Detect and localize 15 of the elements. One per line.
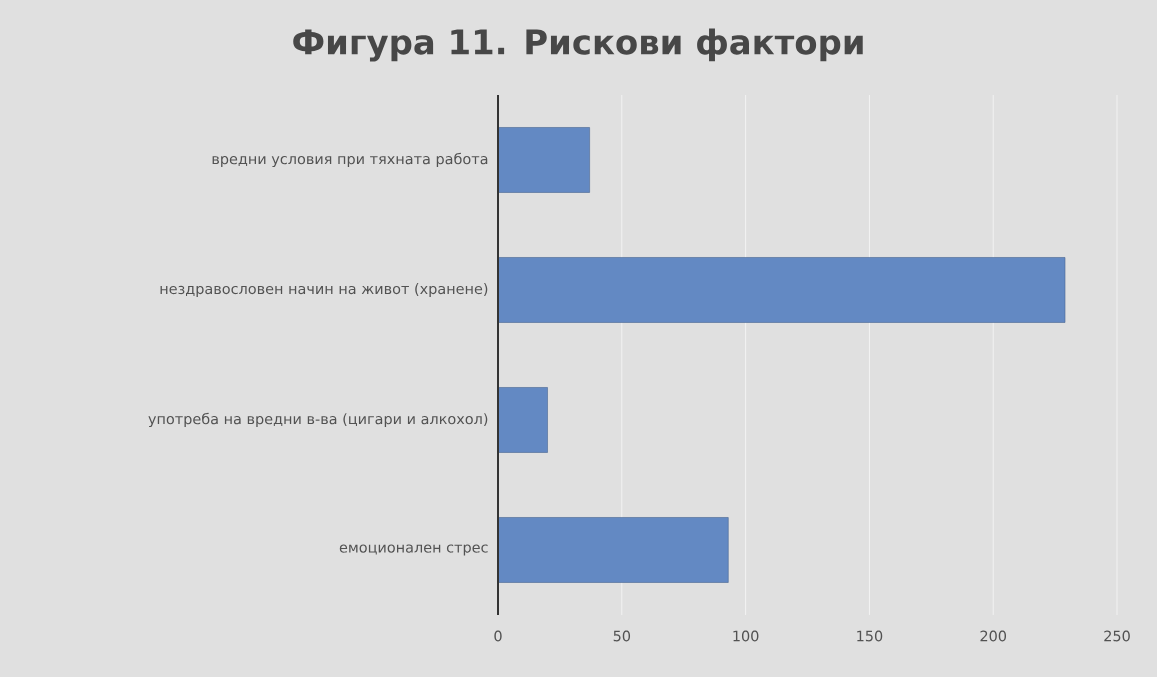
y-tick-label: вредни условия при тяхната работа xyxy=(212,152,488,168)
bar xyxy=(497,127,590,193)
x-tick-label: 50 xyxy=(613,630,631,642)
y-tick-label: нездравословен начин на живот (хранене) xyxy=(160,283,488,297)
y-tick-label: емоционален стрес xyxy=(339,544,488,556)
x-tick-label: 0 xyxy=(494,630,502,642)
bar xyxy=(497,517,729,583)
bar xyxy=(497,257,1066,323)
bar xyxy=(497,387,548,453)
chart-title: Фигура 11. Рискови фактори xyxy=(293,28,863,62)
x-tick-label: 150 xyxy=(857,630,883,642)
x-tick-label: 200 xyxy=(980,630,1007,642)
x-tick-label: 100 xyxy=(733,630,759,642)
y-tick-label: употреба на вредни в-ва (цигари и алкохол) xyxy=(148,412,488,428)
x-tick-label: 250 xyxy=(1104,630,1130,642)
